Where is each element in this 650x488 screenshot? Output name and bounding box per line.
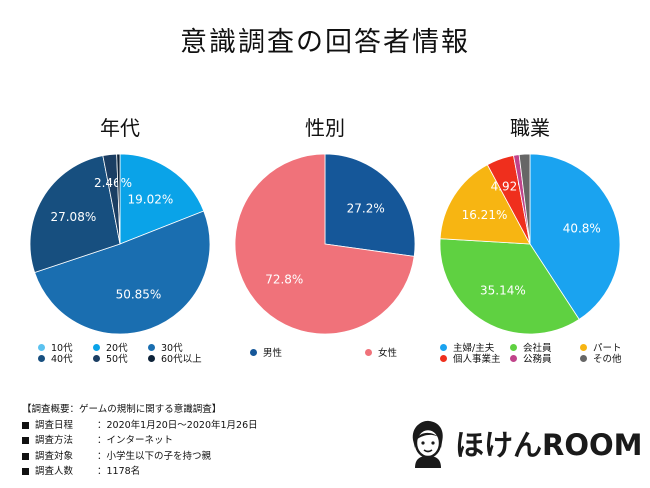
legend-swatch <box>250 348 257 356</box>
survey-row-count: 調査人数 ：1178名 <box>22 464 258 480</box>
pie-chart-occupation: 40.8%35.14%16.21%4.92% <box>439 153 621 335</box>
legend-swatch <box>148 343 155 351</box>
pie-slice-1-0 <box>324 153 416 257</box>
chart-title-occupation: 職業 <box>510 116 550 140</box>
survey-key: 調査対象 <box>35 450 74 462</box>
survey-row-date: 調査日程 ：2020年1月20日〜2020年1月26日 <box>22 418 258 434</box>
chart-title-age: 年代 <box>100 116 140 140</box>
pie-slice-2-5 <box>518 153 531 245</box>
legend-item-1-0: 男性 <box>250 345 282 359</box>
legend-label: パート <box>593 343 622 354</box>
pie-chart-age: 19.02% 50.85% 27.08% 2.46% <box>29 153 211 335</box>
legend-item-2-0: 主婦/主夫 <box>440 340 494 354</box>
data-label-0-3: 27.08% <box>50 210 96 224</box>
data-label-0-4: 2.46% <box>94 176 132 190</box>
pie-slice-0-2 <box>34 210 211 335</box>
pie-slice-0-1 <box>119 153 205 245</box>
legend-label: 40代 <box>51 354 73 365</box>
bullet-square-icon <box>22 468 29 475</box>
legend-item-0-5: 60代以上 <box>148 351 202 365</box>
page-title: 意識調査の回答者情報 <box>180 27 470 58</box>
legend-item-0-2: 30代 <box>148 340 183 354</box>
data-label-2-0: 40.8% <box>563 222 601 236</box>
pie-chart-gender: 27.2% 72.8% <box>234 153 416 335</box>
legend-item-0-0: 10代 <box>38 340 73 354</box>
legend-label: 50代 <box>106 354 128 365</box>
legend-swatch <box>365 348 372 356</box>
legend-item-0-4: 50代 <box>93 351 128 365</box>
data-label-1-0: 27.2% <box>347 202 385 216</box>
data-label-1-1: 72.8% <box>265 272 303 286</box>
survey-info: 【調査概要：ゲームの規制に関する意識調査】 調査日程 ：2020年1月20日〜2… <box>22 402 258 480</box>
person-face-icon <box>412 420 443 468</box>
bullet-square-icon <box>22 437 29 444</box>
legend-label: 公務員 <box>523 354 552 365</box>
survey-key: 調査人数 <box>35 466 74 477</box>
legend-item-2-5: その他 <box>580 351 622 365</box>
survey-value: ：2020年1月20日〜2020年1月26日 <box>97 419 258 431</box>
survey-value: ：1178名 <box>97 466 141 477</box>
legend-item-0-3: 40代 <box>38 351 73 365</box>
survey-key: 調査日程 <box>35 419 74 431</box>
legend-item-0-1: 20代 <box>93 340 128 354</box>
legend-item-2-3: 個人事業主 <box>440 351 501 365</box>
pie-slice-0-5 <box>116 153 121 245</box>
legend-label: 個人事業主 <box>453 354 501 365</box>
legend-swatch <box>38 343 45 351</box>
survey-key: 調査方法 <box>35 435 74 446</box>
legend-swatch <box>510 343 517 351</box>
survey-header: 【調査概要：ゲームの規制に関する意識調査】 <box>22 404 222 415</box>
legend-item-2-2: パート <box>580 340 622 354</box>
legend-swatch <box>510 354 517 362</box>
legend-label: 10代 <box>51 343 73 354</box>
legend-label: 30代 <box>161 343 183 354</box>
legend-item-2-4: 公務員 <box>510 351 552 365</box>
pie-slice-0-3 <box>29 155 121 274</box>
data-label-0-1: 19.02% <box>127 192 173 206</box>
logo-text: ほけんROOM <box>455 428 643 462</box>
bullet-square-icon <box>22 421 29 429</box>
legend-label: その他 <box>593 354 622 365</box>
chart-title-gender: 性別 <box>305 116 345 140</box>
legend-label: 会社員 <box>523 343 552 354</box>
survey-value: ：インターネット <box>97 435 174 446</box>
legend-swatch <box>93 354 100 362</box>
legend-item-2-1: 会社員 <box>510 340 552 354</box>
survey-value: ：小学生以下の子を持つ親 <box>97 450 212 462</box>
data-label-2-2: 16.21% <box>462 208 508 222</box>
legend-swatch <box>440 343 447 351</box>
legend-swatch <box>580 343 587 351</box>
logo: ほけんROOM <box>405 418 643 468</box>
legend-swatch <box>580 354 587 362</box>
legend-occupation: 主婦/主夫 会社員 パート個人事業主 公務員 その他 <box>440 340 640 370</box>
legend-gender: 男性 女性 <box>250 345 420 365</box>
pie-slice-1-1 <box>234 153 415 335</box>
legend-label: 60代以上 <box>161 354 202 365</box>
legend-age: 10代 20代 30代 40代 50代 60代以上 <box>38 340 238 370</box>
legend-label: 20代 <box>106 343 128 354</box>
legend-swatch <box>440 354 447 362</box>
legend-swatch <box>93 343 100 351</box>
legend-label: 女性 <box>378 348 398 359</box>
legend-label: 男性 <box>263 348 283 359</box>
pie-slice-2-2 <box>439 164 531 245</box>
data-label-0-2: 50.85% <box>116 288 162 302</box>
legend-item-1-1: 女性 <box>365 345 397 359</box>
pie-slice-2-1 <box>439 238 580 335</box>
survey-row-target: 調査対象 ：小学生以下の子を持つ親 <box>22 449 258 465</box>
legend-label: 主婦/主夫 <box>453 343 495 354</box>
legend-swatch <box>38 354 45 362</box>
bullet-square-icon <box>22 452 29 460</box>
data-label-2-1: 35.14% <box>480 284 526 298</box>
legend-swatch <box>148 354 155 362</box>
survey-row-method: 調査方法 ：インターネット <box>22 433 258 449</box>
